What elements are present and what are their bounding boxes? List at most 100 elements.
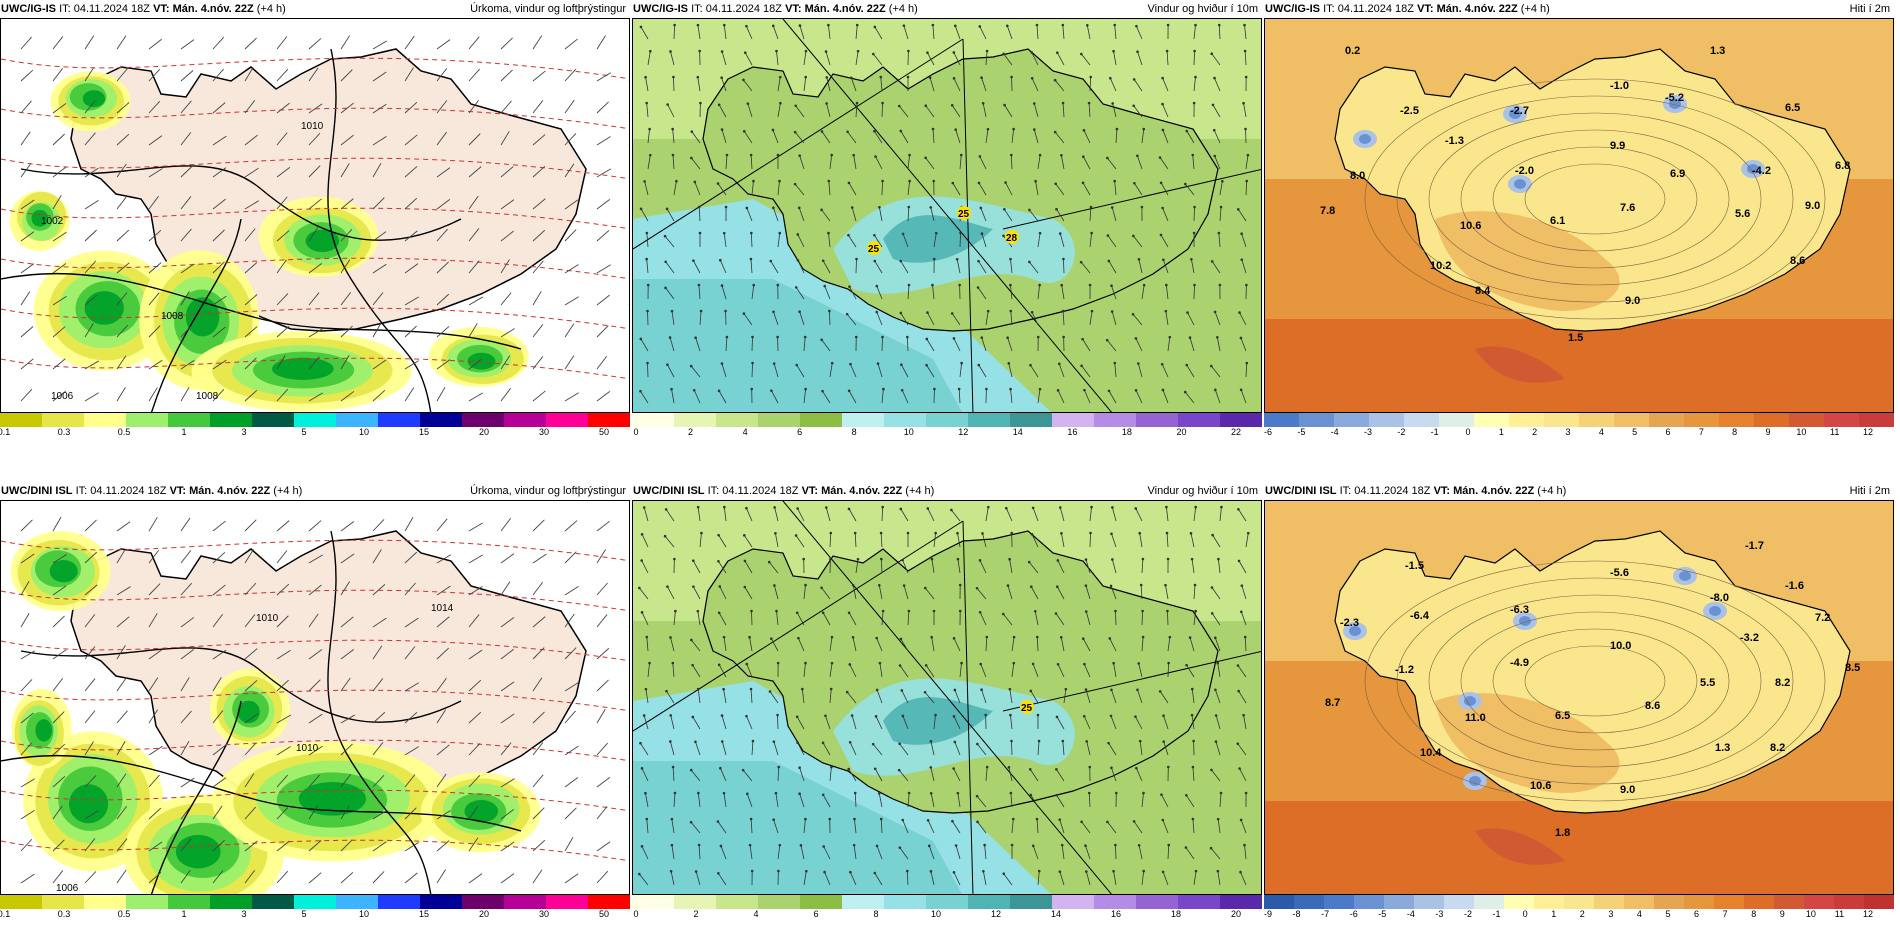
wind-barb	[212, 389, 225, 402]
wind-barb	[20, 163, 31, 178]
wind-arrow-head	[1134, 715, 1137, 718]
wind-arrow	[1243, 715, 1247, 730]
colorbar-swatch	[126, 413, 168, 427]
wind-arrow	[1166, 507, 1169, 522]
wind-barb	[500, 328, 515, 338]
wind-barb	[308, 38, 322, 50]
wind-arrow-head	[897, 104, 901, 108]
wind-arrow	[933, 715, 936, 730]
wind-arrow	[1083, 130, 1091, 144]
wind-arrow-head	[980, 336, 984, 339]
colorbar-swatch	[1052, 413, 1094, 427]
wind-arrow	[1006, 25, 1013, 40]
wind-arrow-head	[923, 586, 927, 590]
cold-core	[1679, 571, 1691, 581]
wind-barb	[276, 293, 289, 306]
wind-arrow-head	[875, 844, 879, 848]
temperature-contour	[1428, 594, 1762, 768]
wind-barb	[532, 100, 544, 114]
wind-arrow-head	[1193, 205, 1196, 209]
wind-barb	[372, 645, 383, 660]
wind-barb	[20, 613, 30, 628]
wind-arrow	[1060, 637, 1065, 652]
temperature-contour	[1, 57, 629, 80]
wind-barb	[596, 549, 606, 564]
wind-arrow-head	[777, 765, 781, 769]
colorbar-tick-label: 2	[693, 909, 699, 919]
wind-barb	[180, 517, 191, 532]
wind-barb	[148, 677, 159, 692]
wind-barb	[340, 521, 355, 532]
colorbar-tick-label: 10	[358, 909, 370, 919]
wind-arrow-head	[1161, 818, 1165, 822]
colorbar-swatch	[1594, 895, 1624, 909]
wind-barb	[308, 554, 324, 564]
wind-barb	[436, 100, 448, 114]
wind-arrow-head	[928, 76, 932, 79]
wind-arrow-head	[875, 688, 879, 692]
precip-area	[464, 800, 499, 823]
wind-arrow	[1011, 740, 1013, 756]
wind-arrow-head	[696, 687, 700, 691]
wind-arrow-head	[1158, 690, 1162, 693]
wind-arrow-head	[795, 363, 799, 367]
wind-arrow-head	[670, 309, 674, 313]
wind-arrow-head	[1029, 363, 1032, 367]
precip-area	[305, 229, 340, 253]
wind-arrow	[1037, 285, 1040, 300]
wind-arrow	[902, 233, 909, 248]
wind-arrow	[1214, 637, 1221, 652]
wind-barb	[20, 388, 33, 402]
wind-barb	[500, 166, 514, 178]
wind-arrow-head	[749, 257, 753, 261]
colorbar-tick-label: -1	[1492, 909, 1501, 919]
wind-arrow-head	[980, 232, 984, 235]
wind-arrow	[1029, 261, 1039, 274]
wind-arrow-head	[745, 506, 748, 510]
wind-arrow-head	[1216, 869, 1220, 873]
wind-arrow	[982, 533, 987, 548]
wind-barb	[340, 391, 355, 402]
wind-arrow	[1165, 285, 1169, 300]
wind-arrow	[1035, 181, 1039, 196]
wind-arrow	[899, 847, 909, 860]
wind-arrow	[1056, 586, 1065, 600]
wind-arrow	[1135, 716, 1143, 730]
wind-arrow	[672, 663, 675, 678]
wind-barb	[564, 99, 575, 114]
wind-arrow	[1082, 156, 1091, 170]
wind-barb	[372, 841, 387, 852]
wind-arrow-head	[717, 389, 721, 393]
wind-arrow	[1211, 613, 1221, 626]
wind-arrow-head	[952, 337, 956, 340]
wind-arrow-head	[930, 635, 933, 639]
wind-arrow	[953, 768, 961, 782]
wind-arrow-head	[1009, 257, 1012, 261]
wind-arrow	[1062, 741, 1065, 756]
wind-arrow-head	[1132, 104, 1135, 108]
wind-arrow	[645, 689, 649, 704]
wind-arrow	[951, 509, 961, 522]
wind-arrow-head	[830, 661, 834, 665]
wind-arrow-head	[1054, 182, 1057, 186]
wind-arrow-head	[1059, 635, 1063, 639]
wind-arrow	[1237, 209, 1247, 222]
wind-arrow	[1011, 637, 1015, 652]
colorbar-swatch	[1509, 413, 1544, 427]
wind-arrow	[954, 25, 961, 40]
wind-arrow	[1062, 103, 1065, 118]
colorbar-tick-label: 5	[1665, 909, 1671, 919]
colorbar-swatch	[842, 895, 884, 909]
wind-arrow	[1111, 507, 1117, 522]
wind-barb	[468, 68, 480, 82]
wind-arrow-head	[697, 791, 700, 795]
wind-barb	[372, 389, 386, 402]
wind-arrow-head	[1085, 740, 1089, 743]
wind-arrow	[798, 638, 805, 652]
colorbar-tick-label: -9	[1263, 909, 1273, 919]
wind-arrow	[829, 689, 832, 704]
wind-arrow-head	[1236, 742, 1240, 745]
wind-arrow	[751, 181, 754, 196]
wind-barb	[52, 358, 66, 370]
wind-arrow	[664, 235, 675, 248]
